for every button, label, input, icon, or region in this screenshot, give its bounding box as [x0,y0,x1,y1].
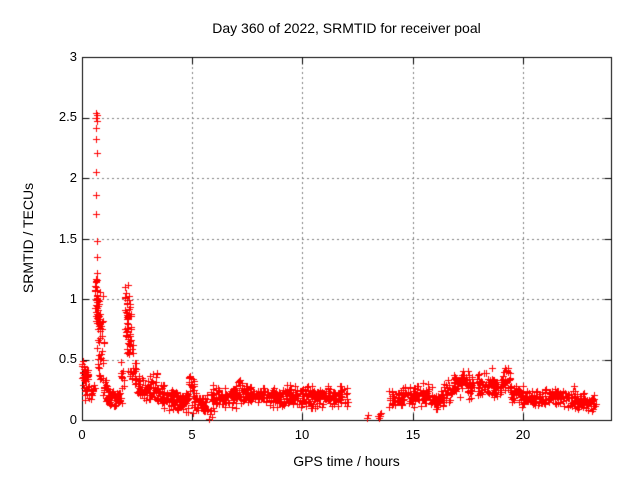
y-tick-label: 0 [69,412,77,427]
y-tick-label: 2.5 [58,109,77,124]
y-tick-label: 2 [69,170,77,185]
x-tick-label: 15 [405,427,421,442]
y-tick-label: 1.5 [58,231,77,246]
y-axis-label: SRMTID / TECUs [20,182,36,294]
x-axis-label: GPS time / hours [293,453,400,469]
x-tick-label: 5 [188,427,196,442]
x-tick-label: 10 [294,427,310,442]
y-tick-label: 1 [69,291,77,306]
y-tick-label: 3 [69,49,77,64]
x-tick-label: 0 [78,427,86,442]
y-tick-label: 0.5 [58,351,77,366]
chart-title: Day 360 of 2022, SRMTID for receiver poa… [212,20,481,36]
x-tick-label: 20 [515,427,531,442]
